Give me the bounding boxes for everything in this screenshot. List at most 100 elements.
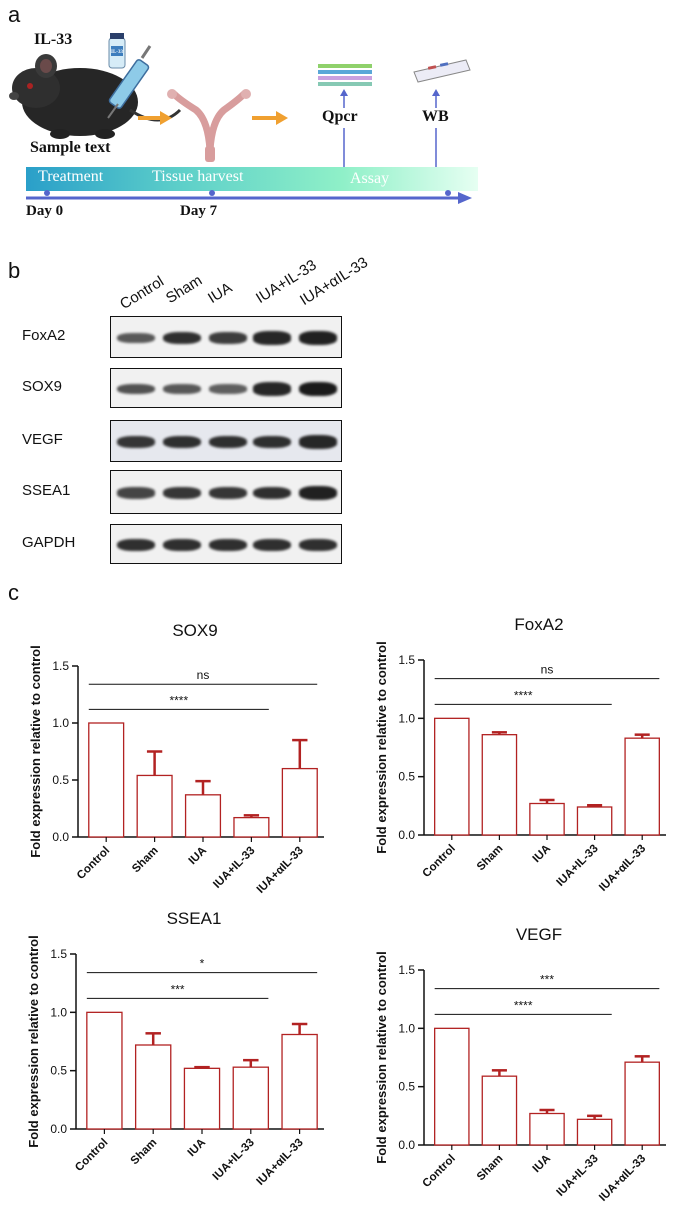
y-axis-label: Fold expression relative to control	[374, 951, 389, 1163]
bar	[184, 794, 222, 838]
x-tick-label: Control	[421, 843, 458, 880]
chart-title: FoxA2	[514, 615, 563, 634]
x-tick-label: Control	[73, 1137, 110, 1174]
x-tick-label: Sham	[130, 845, 161, 876]
qpcr-label: Qpcr	[322, 108, 358, 125]
blot-band	[163, 331, 201, 345]
bar	[624, 737, 660, 836]
y-tick-label: 0.5	[398, 770, 415, 784]
blot-band	[253, 538, 291, 552]
x-tick-label: IUA+αIL-33	[597, 1153, 648, 1204]
blot-band	[299, 435, 337, 449]
y-tick-label: 1.5	[398, 963, 415, 977]
bar	[481, 734, 518, 836]
blot-band	[209, 538, 247, 552]
syringe-icon	[107, 45, 152, 119]
y-axis-label: Fold expression relative to control	[28, 645, 43, 857]
timeline-bar	[26, 167, 478, 191]
bar	[232, 1066, 270, 1130]
day0-label: Day 0	[26, 203, 64, 219]
panel-label-c: c	[8, 580, 19, 605]
significance-label: ****	[514, 998, 533, 1012]
bar	[576, 1118, 613, 1146]
x-tick-label: Sham	[475, 1153, 506, 1184]
significance-label: ***	[540, 973, 554, 987]
blot-band	[117, 435, 155, 449]
significance-label: ****	[169, 693, 188, 707]
blot-ssea1	[110, 470, 342, 514]
bar	[481, 1075, 518, 1146]
significance-label: ns	[541, 663, 554, 677]
stage-assay: Assay	[350, 170, 390, 187]
y-tick-label: 0.5	[52, 773, 69, 787]
x-tick-label: Control	[75, 845, 112, 882]
uterus-icon	[167, 89, 251, 162]
significance-label: *	[200, 957, 205, 971]
x-tick-label: IUA+αIL-33	[597, 843, 648, 894]
blot-band	[117, 487, 155, 499]
x-tick-label: IUA	[187, 845, 209, 867]
bar	[183, 1067, 221, 1130]
y-tick-label: 0.5	[398, 1080, 415, 1094]
x-tick-label: Control	[421, 1153, 458, 1190]
bar	[529, 802, 565, 836]
wb-label: WB	[422, 108, 449, 125]
blot-foxa2	[110, 316, 342, 358]
x-tick-label: IUA+IL-33	[554, 1153, 600, 1199]
bar-charts: SOX9 0.0 0.5 1.0 1.5 Fold expression relative…	[26, 615, 666, 1204]
blot-band	[253, 331, 291, 345]
blot-band	[253, 382, 291, 396]
blot-band	[117, 383, 155, 395]
significance-label: ****	[514, 688, 533, 702]
y-tick-label: 0.5	[50, 1064, 67, 1078]
blot-band	[209, 435, 247, 449]
chart-title: SSEA1	[167, 909, 222, 928]
blot-band	[209, 332, 247, 344]
chart-title: VEGF	[516, 925, 562, 944]
x-tick-label: IUA+αIL-33	[255, 845, 306, 896]
bar	[434, 717, 470, 836]
significance-label: ns	[197, 668, 210, 682]
bar	[136, 774, 173, 838]
panel-label-b: b	[8, 258, 21, 283]
x-tick-label: IUA+IL-33	[211, 845, 257, 891]
x-tick-label: IUA	[531, 843, 553, 865]
blot-band	[163, 435, 201, 449]
y-tick-label: 1.5	[52, 659, 69, 673]
bar	[576, 806, 613, 836]
y-tick-label: 1.0	[398, 1021, 415, 1035]
bar	[529, 1112, 565, 1146]
blot-sox9	[110, 368, 342, 408]
y-axis-label: Fold expression relative to control	[374, 641, 389, 853]
wb-icon	[413, 59, 471, 83]
blot-label-vegf: VEGF	[22, 431, 63, 448]
y-tick-label: 1.5	[398, 653, 415, 667]
bar	[86, 1011, 123, 1130]
blot-gapdh	[110, 524, 342, 564]
x-tick-label: IUA+IL-33	[554, 843, 600, 889]
blot-band	[299, 538, 337, 552]
significance-label: ***	[171, 982, 185, 996]
blot-band	[299, 382, 337, 396]
blot-band	[299, 331, 337, 345]
mouse-illustration	[9, 54, 182, 139]
blot-vegf	[110, 420, 342, 462]
y-tick-label: 1.0	[52, 716, 69, 730]
blot-band	[163, 538, 201, 552]
y-tick-label: 1.5	[50, 947, 67, 961]
bar	[624, 1061, 660, 1146]
bar	[281, 1033, 318, 1130]
y-tick-label: 0.0	[398, 1138, 415, 1152]
lane-label-control: Control	[116, 272, 168, 313]
experiment-schematic	[9, 33, 478, 204]
y-tick-label: 1.0	[398, 711, 415, 725]
blot-band	[117, 538, 155, 552]
vial-label: IL-33	[111, 50, 123, 55]
y-tick-label: 0.0	[50, 1122, 67, 1136]
blot-band	[209, 384, 247, 394]
blot-band	[299, 486, 337, 500]
x-tick-label: Sham	[475, 843, 506, 874]
bar	[434, 1027, 470, 1146]
bar	[134, 1044, 172, 1130]
day7-label: Day 7	[180, 203, 218, 219]
